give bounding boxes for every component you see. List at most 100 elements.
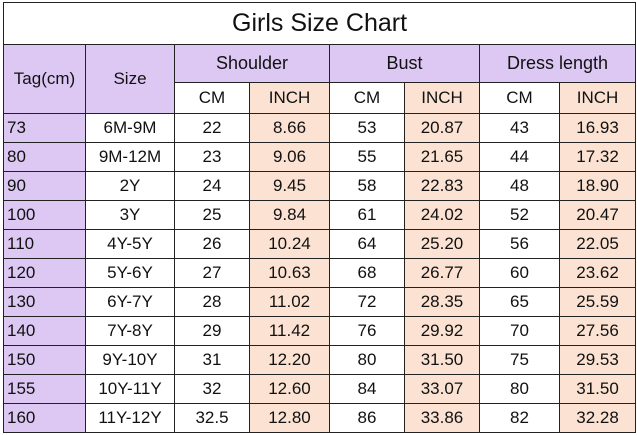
measure-cell: 25 bbox=[174, 200, 250, 230]
data-row: 90 2Y 24 9.45 58 22.83 48 18.90 bbox=[3, 171, 637, 201]
measure-cell: 10.24 bbox=[249, 229, 330, 259]
measure-cell: 25.20 bbox=[404, 229, 480, 259]
measure-cell: 53 bbox=[329, 113, 405, 143]
size-cell: 6Y-7Y bbox=[85, 287, 175, 317]
measure-cell: 20.87 bbox=[404, 113, 480, 143]
header-row: Tag(cm) Size Shoulder Bust Dress length bbox=[3, 44, 637, 114]
measure-cell: 17.32 bbox=[558, 142, 637, 172]
measure-cell: 76 bbox=[329, 316, 405, 346]
data-row: 100 3Y 25 9.84 61 24.02 52 20.47 bbox=[3, 200, 637, 230]
measure-cell: 28.35 bbox=[404, 287, 480, 317]
size-cell: 5Y-6Y bbox=[85, 258, 175, 288]
measure-cell: 29 bbox=[174, 316, 250, 346]
measure-cell: 80 bbox=[479, 374, 560, 404]
size-cell: 2Y bbox=[85, 171, 175, 201]
measure-cell: 26 bbox=[174, 229, 250, 259]
measure-cell: 28 bbox=[174, 287, 250, 317]
measure-cell: 26.77 bbox=[404, 258, 480, 288]
header-cell: Size bbox=[85, 44, 175, 114]
measure-cell: 9.84 bbox=[249, 200, 330, 230]
measure-cell: 29.53 bbox=[558, 345, 637, 375]
unit-header: CM bbox=[479, 82, 560, 114]
measure-cell: 22 bbox=[174, 113, 250, 143]
measure-cell: 32 bbox=[174, 374, 250, 404]
measure-cell: 31.50 bbox=[404, 345, 480, 375]
unit-header: CM bbox=[329, 82, 405, 114]
measure-cell: 32.5 bbox=[174, 403, 250, 433]
measure-cell: 61 bbox=[329, 200, 405, 230]
tag-cell: 150 bbox=[3, 345, 86, 375]
data-row: 120 5Y-6Y 27 10.63 68 26.77 60 23.62 bbox=[3, 258, 637, 288]
measure-cell: 43 bbox=[479, 113, 560, 143]
measure-cell: 9.45 bbox=[249, 171, 330, 201]
measure-cell: 48 bbox=[479, 171, 560, 201]
tag-cell: 110 bbox=[3, 229, 86, 259]
measure-cell: 56 bbox=[479, 229, 560, 259]
measure-cell: 24.02 bbox=[404, 200, 480, 230]
measure-cell: 12.60 bbox=[249, 374, 330, 404]
measure-cell: 52 bbox=[479, 200, 560, 230]
measure-cell: 25.59 bbox=[558, 287, 637, 317]
unit-header: INCH bbox=[404, 82, 480, 114]
tag-cell: 160 bbox=[3, 403, 86, 433]
group-header: Bust bbox=[329, 44, 480, 83]
tag-cell: 100 bbox=[3, 200, 86, 230]
tag-cell: 140 bbox=[3, 316, 86, 346]
measure-cell: 23.62 bbox=[558, 258, 637, 288]
data-row: 160 11Y-12Y 32.5 12.80 86 33.86 82 32.28 bbox=[3, 403, 637, 433]
unit-header: CM bbox=[174, 82, 250, 114]
measure-cell: 75 bbox=[479, 345, 560, 375]
unit-header: INCH bbox=[558, 82, 637, 114]
data-row: 150 9Y-10Y 31 12.20 80 31.50 75 29.53 bbox=[3, 345, 637, 375]
measure-cell: 33.86 bbox=[404, 403, 480, 433]
data-row: 140 7Y-8Y 29 11.42 76 29.92 70 27.56 bbox=[3, 316, 637, 346]
measure-cell: 33.07 bbox=[404, 374, 480, 404]
tag-cell: 130 bbox=[3, 287, 86, 317]
measure-cell: 70 bbox=[479, 316, 560, 346]
measure-cell: 8.66 bbox=[249, 113, 330, 143]
measure-cell: 12.20 bbox=[249, 345, 330, 375]
unit-header: INCH bbox=[249, 82, 330, 114]
measure-cell: 65 bbox=[479, 287, 560, 317]
table-title: Girls Size Chart bbox=[2, 2, 637, 45]
measure-cell: 60 bbox=[479, 258, 560, 288]
header-cell: Tag(cm) bbox=[3, 44, 86, 114]
measure-cell: 23 bbox=[174, 142, 250, 172]
measure-cell: 12.80 bbox=[249, 403, 330, 433]
measure-cell: 11.02 bbox=[249, 287, 330, 317]
measure-cell: 27 bbox=[174, 258, 250, 288]
measure-cell: 22.83 bbox=[404, 171, 480, 201]
size-cell: 10Y-11Y bbox=[85, 374, 175, 404]
measure-cell: 31.50 bbox=[558, 374, 637, 404]
measure-cell: 10.63 bbox=[249, 258, 330, 288]
measure-cell: 24 bbox=[174, 171, 250, 201]
measure-cell: 68 bbox=[329, 258, 405, 288]
data-row: 130 6Y-7Y 28 11.02 72 28.35 65 25.59 bbox=[3, 287, 637, 317]
tag-cell: 155 bbox=[3, 374, 86, 404]
measure-cell: 72 bbox=[329, 287, 405, 317]
measure-cell: 27.56 bbox=[558, 316, 637, 346]
measure-cell: 9.06 bbox=[249, 142, 330, 172]
measure-cell: 32.28 bbox=[558, 403, 637, 433]
measure-cell: 84 bbox=[329, 374, 405, 404]
measure-cell: 31 bbox=[174, 345, 250, 375]
measure-cell: 20.47 bbox=[558, 200, 637, 230]
measure-cell: 82 bbox=[479, 403, 560, 433]
measure-cell: 22.05 bbox=[558, 229, 637, 259]
measure-cell: 58 bbox=[329, 171, 405, 201]
size-cell: 6M-9M bbox=[85, 113, 175, 143]
tag-cell: 80 bbox=[3, 142, 86, 172]
size-cell: 7Y-8Y bbox=[85, 316, 175, 346]
measure-cell: 29.92 bbox=[404, 316, 480, 346]
measure-cell: 80 bbox=[329, 345, 405, 375]
group-header: Shoulder bbox=[174, 44, 330, 83]
size-cell: 9Y-10Y bbox=[85, 345, 175, 375]
unit-row: CM INCH CM INCH CM INCH bbox=[4, 82, 637, 114]
data-row: 80 9M-12M 23 9.06 55 21.65 44 17.32 bbox=[3, 142, 637, 172]
size-cell: 4Y-5Y bbox=[85, 229, 175, 259]
size-cell: 3Y bbox=[85, 200, 175, 230]
measure-cell: 18.90 bbox=[558, 171, 637, 201]
